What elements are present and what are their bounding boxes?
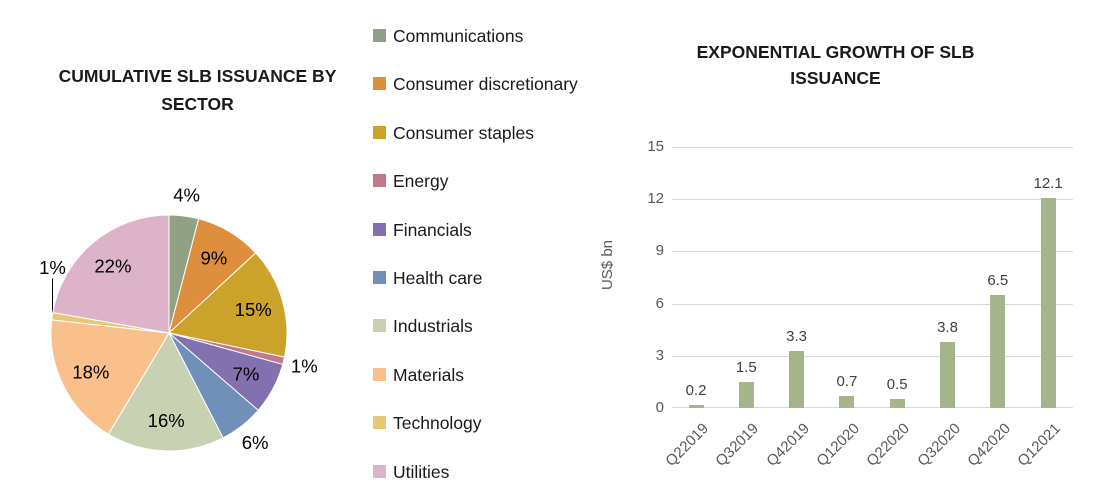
- bar-plot-area: 0 3 6 9 12 15 0.2 Q22019 1.5 Q32019 3.3 Q42019 0.7 Q1…: [647, 138, 1073, 470]
- legend-swatch-utilities: [373, 464, 386, 478]
- gridline-y-12: [672, 199, 1073, 200]
- gridline-y-9: [672, 251, 1073, 252]
- x-tick-label-q12020: Q12020: [813, 420, 863, 470]
- bar-value-label-q42020: 6.5: [987, 271, 1009, 289]
- pie-slice-consumer-staples: [167, 252, 288, 358]
- legend-item-energy: Energy: [373, 170, 578, 218]
- pie-percentage-label-materials: 18%: [72, 361, 109, 382]
- pie-percentage-label-health-care: 6%: [242, 432, 269, 453]
- bar-chart-title: EXPONENTIAL GROWTH OF SLB ISSUANCE: [696, 42, 975, 88]
- legend-label-utilities: Utilities: [393, 461, 450, 482]
- y-tick-label-6: 6: [655, 295, 664, 312]
- y-tick-label-0: 0: [655, 399, 664, 416]
- pie-percentage-label-consumer-staples: 15%: [235, 299, 272, 320]
- legend-swatch-communications: [373, 29, 386, 42]
- legend-swatch-consumer-staples: [373, 125, 386, 139]
- legend-item-health-care: Health care: [373, 267, 578, 315]
- legend-item-communications: Communications: [373, 25, 578, 73]
- bar-q42020: [990, 294, 1006, 408]
- bar-q42019: [789, 350, 805, 408]
- gridline-y-15: [672, 147, 1073, 148]
- legend-item-financials: Financials: [373, 219, 578, 267]
- gridline-y-0: [672, 407, 1073, 408]
- legend-item-technology: Technology: [373, 412, 578, 460]
- bar-q32019: [738, 381, 754, 408]
- pie-percentage-label-communications: 4%: [173, 184, 200, 205]
- y-tick-label-15: 15: [647, 138, 664, 155]
- bar-q12021: [1040, 197, 1056, 408]
- x-tick-label-q42019: Q42019: [762, 420, 813, 470]
- bar-q32020: [940, 341, 955, 408]
- legend-label-consumer-discretionary: Consumer discretionary: [393, 74, 578, 95]
- bar-value-label-q22020: 0.5: [886, 376, 908, 394]
- pie-chart-title: CUMULATIVE SLB ISSUANCE BY SECTOR: [58, 66, 337, 114]
- gridline-y-3: [672, 356, 1073, 357]
- legend-swatch-technology: [373, 416, 386, 430]
- y-tick-label-12: 12: [647, 190, 664, 207]
- x-tick-label-q32020: Q32020: [913, 420, 964, 470]
- legend-label-communications: Communications: [393, 26, 524, 46]
- legend-label-materials: Materials: [393, 364, 464, 385]
- legend-swatch-industrials: [373, 319, 386, 333]
- pie-percentage-label-financials: 7%: [233, 364, 260, 385]
- bar-q12020: [839, 395, 855, 408]
- pie-percentage-label-consumer-discretionary: 9%: [201, 248, 228, 269]
- pie-slice-utilities: [52, 214, 170, 334]
- legend-label-industrials: Industrials: [393, 316, 473, 337]
- bar-value-label-q12020: 0.7: [836, 372, 858, 390]
- legend-label-financials: Financials: [393, 219, 472, 240]
- legend-swatch-financials: [373, 222, 386, 236]
- legend-swatch-consumer-discretionary: [373, 77, 386, 91]
- legend-swatch-energy: [373, 174, 386, 188]
- legend-item-utilities: Utilities: [373, 461, 578, 496]
- x-tick-label-q42020: Q42020: [964, 420, 1014, 470]
- legend-item-consumer-discretionary: Consumer discretionary: [373, 73, 578, 121]
- bar-value-label-q22019: 0.2: [685, 381, 707, 399]
- pie-slice-industrials: [107, 331, 224, 452]
- y-tick-label-3: 3: [655, 347, 664, 364]
- bar-value-label-q32019: 1.5: [735, 358, 757, 376]
- legend-swatch-materials: [373, 367, 386, 381]
- pie-percentage-label-industrials: 16%: [148, 410, 185, 431]
- x-tick-label-q32019: Q32019: [712, 420, 763, 470]
- pie-percentage-label-utilities: 22%: [94, 256, 131, 277]
- pie-slice-materials: [50, 319, 170, 435]
- x-tick-label-q22020: Q22020: [863, 420, 914, 470]
- y-tick-label-9: 9: [655, 242, 664, 259]
- bar-value-label-q12021: 12.1: [1033, 174, 1063, 192]
- bar-q22019: [688, 404, 704, 408]
- y-axis-title: US$ bn: [599, 239, 616, 291]
- legend-item-materials: Materials: [373, 364, 578, 412]
- legend-item-consumer-staples: Consumer staples: [373, 122, 578, 170]
- legend-swatch-health-care: [373, 270, 386, 284]
- pie-percentage-label-energy: 1%: [291, 355, 318, 376]
- bar-value-label-q32020: 3.8: [937, 318, 958, 336]
- legend-label-consumer-staples: Consumer staples: [393, 122, 535, 143]
- bar-value-label-q42019: 3.3: [786, 327, 808, 345]
- legend-label-technology: Technology: [393, 413, 482, 434]
- pie-legend: Communications Consumer discretionary Cons…: [373, 25, 578, 496]
- pie-percentage-label-technology: 1%: [39, 257, 66, 278]
- legend-label-health-care: Health care: [393, 267, 483, 288]
- legend-item-industrials: Industrials: [373, 315, 578, 363]
- pie-chart: 4% 9% 15% 1% 7% 6% 16% 18% 1% 22%: [39, 184, 318, 453]
- gridline-y-6: [672, 304, 1073, 305]
- x-tick-label-q12021: Q12021: [1014, 420, 1065, 470]
- bar-q22020: [889, 399, 905, 408]
- x-tick-label-q22019: Q22019: [662, 420, 713, 470]
- legend-label-energy: Energy: [393, 171, 449, 192]
